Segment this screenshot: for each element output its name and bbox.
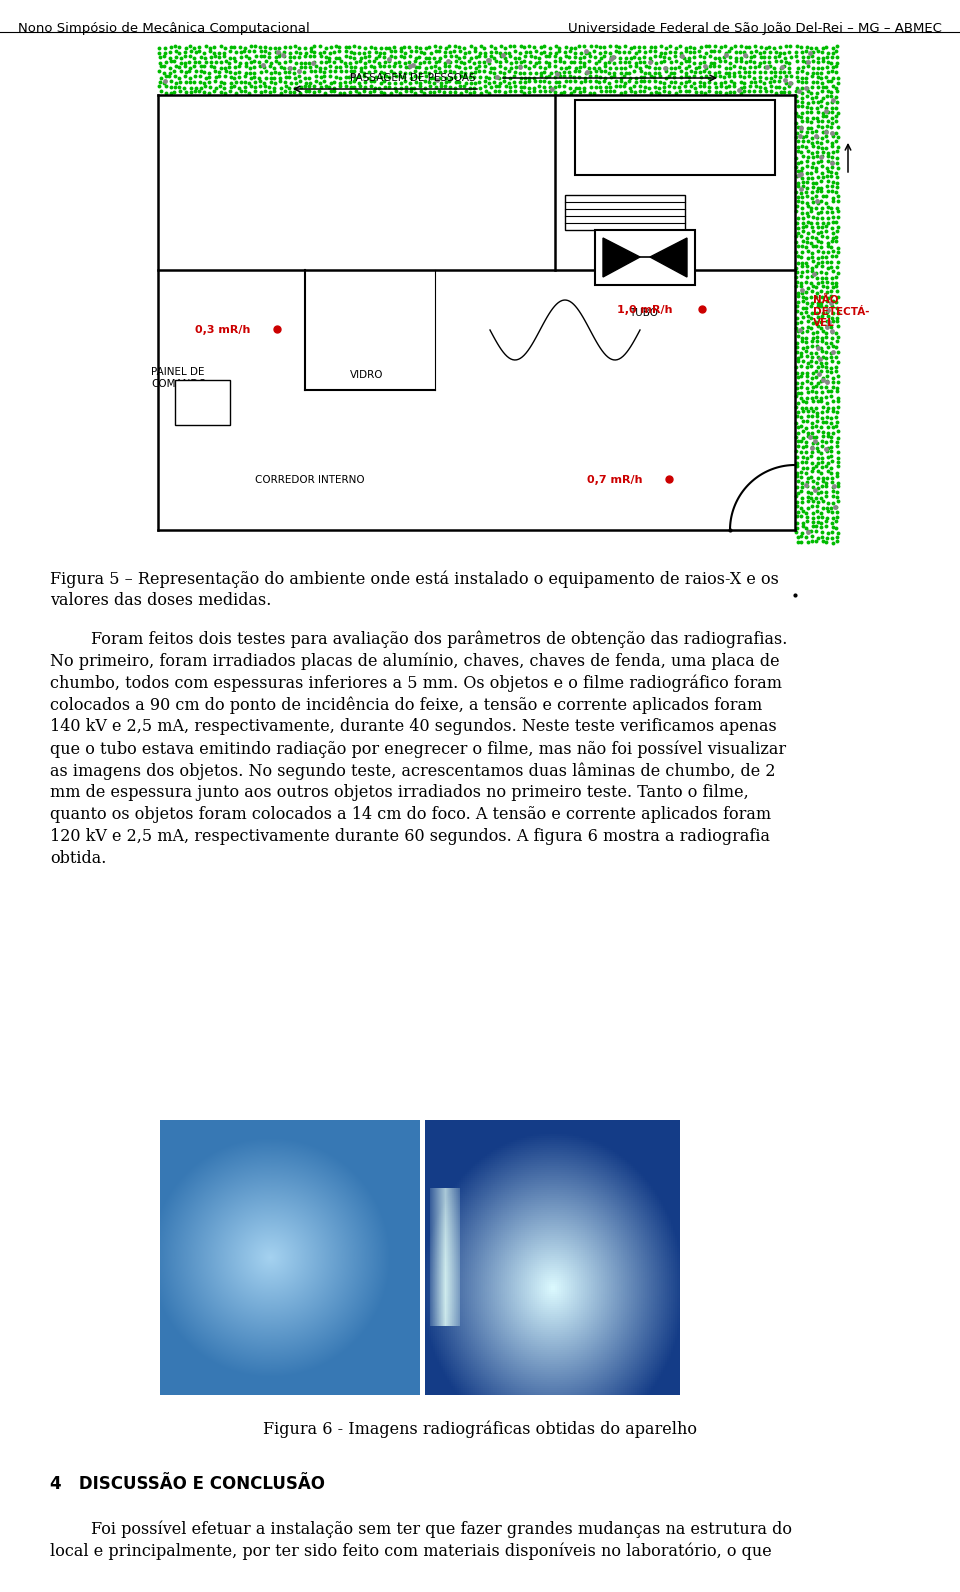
Bar <box>158 45 840 544</box>
Text: 0,3 mR/h: 0,3 mR/h <box>195 325 251 334</box>
Bar <box>565 194 685 229</box>
Text: mm de espessura junto aos outros objetos irradiados no primeiro teste. Tanto o f: mm de espessura junto aos outros objetos… <box>50 783 749 801</box>
Text: DEPÓSITO DE
MATERIAL
RADIOATIVO: DEPÓSITO DE MATERIAL RADIOATIVO <box>636 111 714 145</box>
Text: Foi possível efetuar a instalação sem ter que fazer grandes mudanças na estrutur: Foi possível efetuar a instalação sem te… <box>50 1520 792 1538</box>
Polygon shape <box>650 237 687 277</box>
Bar <box>175 380 230 425</box>
Text: local e principalmente, por ter sido feito com materiais disponíveis no laborató: local e principalmente, por ter sido fei… <box>50 1543 772 1560</box>
Text: Nono Simpósio de Mecânica Computacional: Nono Simpósio de Mecânica Computacional <box>18 22 310 35</box>
Text: CORREDOR INTERNO: CORREDOR INTERNO <box>255 474 365 486</box>
Text: PAINEL DE
COMANDO: PAINEL DE COMANDO <box>151 368 206 388</box>
Text: 1,0 mR/h: 1,0 mR/h <box>617 306 673 315</box>
Text: 140 kV e 2,5 mA, respectivamente, durante 40 segundos. Neste teste verificamos a: 140 kV e 2,5 mA, respectivamente, durant… <box>50 718 777 736</box>
Text: quanto os objetos foram colocados a 14 cm do foco. A tensão e corrente aplicados: quanto os objetos foram colocados a 14 c… <box>50 806 771 823</box>
Bar <box>595 229 695 285</box>
Text: 0,7 mR/h: 0,7 mR/h <box>587 474 642 486</box>
Text: obtida.: obtida. <box>50 850 107 868</box>
Text: TUBO: TUBO <box>630 307 659 318</box>
Text: que o tubo estava emitindo radiação por enegrecer o filme, mas não foi possível : que o tubo estava emitindo radiação por … <box>50 740 786 758</box>
Text: Foram feitos dois testes para avaliação dos parâmetros de obtenção das radiograf: Foram feitos dois testes para avaliação … <box>50 630 787 648</box>
Text: colocados a 90 cm do ponto de incidência do feixe, a tensão e corrente aplicados: colocados a 90 cm do ponto de incidência… <box>50 696 762 713</box>
Text: chumbo, todos com espessuras inferiores a 5 mm. Os objetos e o filme radiográfic: chumbo, todos com espessuras inferiores … <box>50 673 782 691</box>
Text: NÃO
DETECTÁ-
VEL: NÃO DETECTÁ- VEL <box>813 295 870 328</box>
Bar <box>575 100 775 175</box>
Text: Universidade Federal de São João Del-Rei – MG – ABMEC: Universidade Federal de São João Del-Rei… <box>568 22 942 35</box>
Text: No primeiro, foram irradiados placas de alumínio, chaves, chaves de fenda, uma p: No primeiro, foram irradiados placas de … <box>50 653 780 670</box>
Text: valores das doses medidas.: valores das doses medidas. <box>50 592 272 610</box>
Polygon shape <box>603 237 640 277</box>
Text: 4   DISCUSSÃO E CONCLUSÃO: 4 DISCUSSÃO E CONCLUSÃO <box>50 1476 325 1493</box>
Text: as imagens dos objetos. No segundo teste, acrescentamos duas lâminas de chumbo, : as imagens dos objetos. No segundo teste… <box>50 763 776 780</box>
Text: VIDRO: VIDRO <box>350 369 383 380</box>
Text: Figura 5 – Representação do ambiente onde está instalado o equipamento de raios-: Figura 5 – Representação do ambiente ond… <box>50 570 779 587</box>
Text: Figura 6 - Imagens radiográficas obtidas do aparelho: Figura 6 - Imagens radiográficas obtidas… <box>263 1420 697 1438</box>
Text: PASSAGEM DE PESSOAS: PASSAGEM DE PESSOAS <box>350 73 475 83</box>
Text: 120 kV e 2,5 mA, respectivamente durante 60 segundos. A figura 6 mostra a radiog: 120 kV e 2,5 mA, respectivamente durante… <box>50 828 770 845</box>
